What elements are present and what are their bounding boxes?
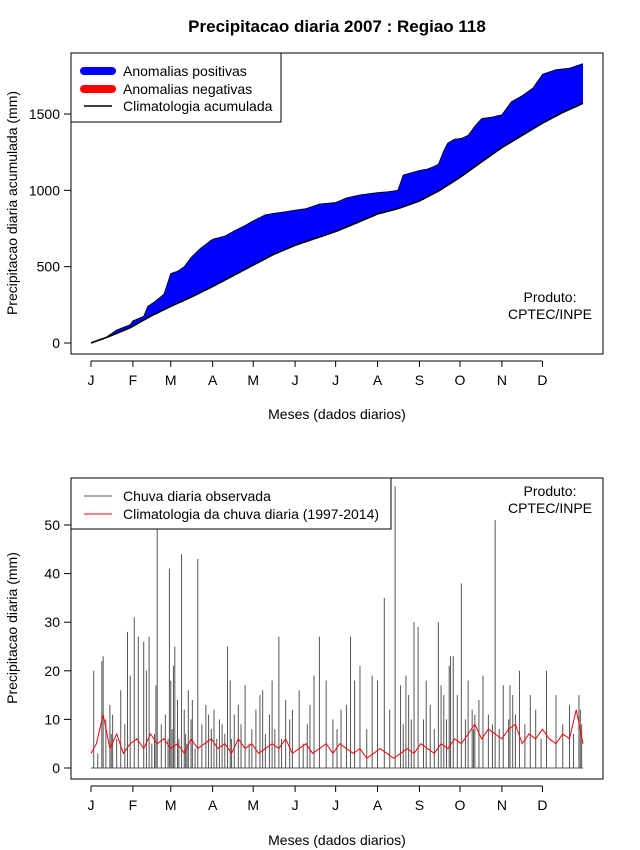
chart1-axes: 0 500 1000 1500 J F M A M J J A S O N D: [29, 106, 548, 388]
chart2-y-axis-label: Precipitacao diaria (mm): [4, 552, 20, 704]
chart1-x-tick-label: O: [455, 372, 466, 388]
chart2-x-tick-label: N: [497, 797, 507, 813]
chart2-legend-box: [70, 477, 392, 530]
chart1-title: Precipitacao diaria 2007 : Regiao 118: [188, 17, 486, 36]
chart2-x-tick-label: O: [455, 797, 466, 813]
chart1-x-tick-label: M: [165, 372, 177, 388]
chart2-x-tick-label: D: [537, 797, 547, 813]
chart1-legend-label-negative: Anomalias negativas: [123, 81, 252, 97]
chart1-x-tick-label: J: [292, 372, 299, 388]
chart2-axes: 0 10 20 30 40 50 J F M A M J J A S O N D: [44, 517, 547, 813]
chart1-legend: Anomalias positivas Anomalias negativas …: [70, 52, 282, 123]
chart2-x-tick-label: A: [208, 797, 218, 813]
chart1-y-tick-label: 1500: [29, 106, 60, 122]
chart2-y-tick-label: 40: [44, 566, 60, 582]
chart2-x-tick-label: A: [373, 797, 383, 813]
chart1-x-tick-label: F: [129, 372, 138, 388]
chart1-observed-cumulative-line: [90, 63, 584, 344]
chart2-x-tick-label: M: [247, 797, 259, 813]
chart1-positive-anomaly-area: [91, 63, 583, 344]
chart1-x-tick-label: J: [88, 372, 95, 388]
chart1-x-tick-label: A: [208, 372, 218, 388]
chart2-y-tick-label: 10: [44, 711, 60, 727]
chart1-legend-label-climatology: Climatologia acumulada: [123, 98, 273, 114]
chart2-y-tick-label: 30: [44, 614, 60, 630]
chart2-y-tick-label: 0: [52, 760, 60, 776]
chart1-y-axis-label: Precipitacao diaria acumulada (mm): [4, 91, 20, 315]
chart2-x-tick-label: S: [415, 797, 424, 813]
chart1-x-tick-label: A: [373, 372, 383, 388]
chart1-x-tick-label: D: [537, 372, 547, 388]
chart1-climatology-line: [90, 102, 584, 344]
chart2-legend: Chuva diaria observada Climatologia da c…: [70, 477, 392, 530]
chart1-y-tick-label: 0: [52, 335, 60, 351]
chart2-climatology-line: [90, 709, 584, 759]
chart1-plot-area: [90, 63, 584, 344]
chart1-legend-label-positive: Anomalias positivas: [123, 63, 247, 79]
chart2-x-tick-label: J: [292, 797, 299, 813]
chart2-annotation-line1: Produto:: [524, 483, 577, 499]
chart2-x-tick-label: J: [332, 797, 339, 813]
chart1-x-tick-label: N: [497, 372, 507, 388]
chart1-x-tick-label: J: [332, 372, 339, 388]
chart2-legend-label-observed: Chuva diaria observada: [123, 488, 271, 504]
chart2-legend-label-climatology: Climatologia da chuva diaria (1997-2014): [123, 506, 379, 522]
chart2-plot-area: [90, 486, 584, 769]
chart1-x-axis-label: Meses (dados diarios): [268, 406, 406, 422]
chart2-x-tick-label: J: [88, 797, 95, 813]
chart2-annotation-line2: CPTEC/INPE: [508, 500, 592, 516]
chart2-y-tick-label: 50: [44, 517, 60, 533]
chart2-x-tick-label: M: [165, 797, 177, 813]
chart1-x-tick-label: M: [247, 372, 259, 388]
chart1-plot-frame: [70, 52, 604, 355]
chart1-annotation-line2: CPTEC/INPE: [508, 306, 592, 322]
chart1-x-tick-label: S: [415, 372, 424, 388]
chart1-y-tick-label: 500: [37, 259, 61, 275]
chart1-y-tick-label: 1000: [29, 182, 60, 198]
chart2-y-tick-label: 20: [44, 663, 60, 679]
chart2-x-axis-label: Meses (dados diarios): [268, 832, 406, 848]
chart1-annotation-line1: Produto:: [524, 289, 577, 305]
chart2-x-tick-label: F: [129, 797, 138, 813]
